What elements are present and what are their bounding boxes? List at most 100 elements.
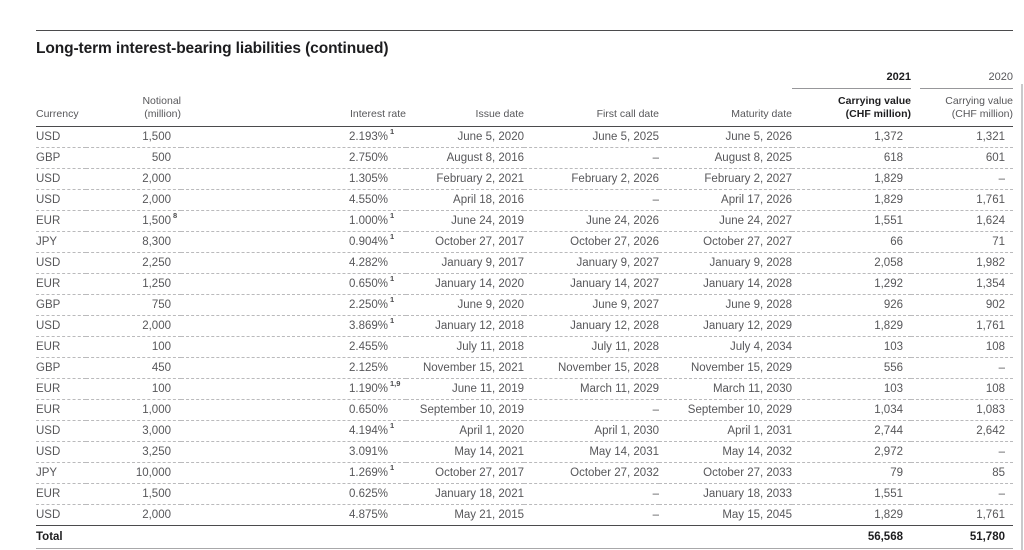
cell-first-call-date: February 2, 2026 [524, 168, 659, 190]
cell-maturity-date: May 14, 2032 [659, 441, 792, 463]
total-label: Total [36, 525, 86, 549]
cell-first-call-date: – [524, 399, 659, 421]
top-rule [36, 30, 1013, 31]
cell-first-call-date: June 5, 2025 [524, 126, 659, 148]
cell-notional: 100 [86, 378, 181, 400]
header-currency: Currency [36, 89, 86, 127]
column-header-row: Currency Notional (million) Interest rat… [36, 89, 1013, 127]
cell-first-call-date: October 27, 2026 [524, 231, 659, 253]
cell-issue-date: April 1, 2020 [406, 420, 524, 442]
cell-interest-rate: 1.305% [181, 168, 406, 190]
cell-carrying-value-2020: 1,083 [911, 399, 1013, 421]
cell-currency: USD [36, 420, 86, 442]
cell-notional: 1,000 [86, 399, 181, 421]
cell-maturity-date: June 5, 2026 [659, 126, 792, 148]
header-notional: Notional (million) [86, 89, 181, 127]
document-page: Long-term interest-bearing liabilities (… [36, 0, 1013, 549]
total-carrying-value-2020: 51,780 [911, 525, 1013, 549]
cell-currency: USD [36, 441, 86, 463]
table-row: USD 3,250 3.091% May 14, 2021 May 14, 2031 Ma… [36, 441, 1013, 463]
cell-interest-rate: 3.091% [181, 441, 406, 463]
footnote-marker: 1 [390, 316, 395, 325]
footnote-marker: 8 [173, 211, 178, 220]
table-row: EUR 1,500 0.625% January 18, 2021– January 1… [36, 483, 1013, 505]
cell-carrying-value-2020: 1,761 [911, 189, 1013, 211]
table-row: EUR 100 1.190% 1,9 June 11, 2019 March 11, 20… [36, 378, 1013, 400]
cell-currency: EUR [36, 210, 86, 232]
cell-interest-rate: 4.282% [181, 252, 406, 274]
total-carrying-value-2021: 56,568 [792, 525, 911, 549]
cell-issue-date: September 10, 2019 [406, 399, 524, 421]
cell-maturity-date: May 15, 2045 [659, 504, 792, 526]
cell-interest-rate: 1.269% 1 [181, 462, 406, 484]
table-row: JPY 10,000 1.269% 1 October 27, 2017 October … [36, 462, 1013, 484]
cell-currency: GBP [36, 294, 86, 316]
cell-issue-date: January 14, 2020 [406, 273, 524, 295]
cell-notional: 1,500 8 [86, 210, 181, 232]
cell-carrying-value-2021: 2,744 [792, 420, 911, 442]
cell-carrying-value-2021: 66 [792, 231, 911, 253]
cell-maturity-date: January 14, 2028 [659, 273, 792, 295]
cell-currency: USD [36, 126, 86, 148]
cell-interest-rate: 2.250% 1 [181, 294, 406, 316]
cell-currency: USD [36, 504, 86, 526]
cell-interest-rate: 2.750% [181, 147, 406, 169]
cell-currency: JPY [36, 231, 86, 253]
cell-issue-date: February 2, 2021 [406, 168, 524, 190]
cell-carrying-value-2020: 902 [911, 294, 1013, 316]
cell-currency: USD [36, 252, 86, 274]
cell-maturity-date: March 11, 2030 [659, 378, 792, 400]
cell-carrying-value-2021: 103 [792, 378, 911, 400]
cell-first-call-date: March 11, 2029 [524, 378, 659, 400]
cell-issue-date: June 24, 2019 [406, 210, 524, 232]
footnote-marker: 1 [390, 127, 395, 136]
cell-carrying-value-2021: 618 [792, 147, 911, 169]
cell-carrying-value-2021: 556 [792, 357, 911, 379]
cell-notional: 1,500 [86, 483, 181, 505]
cell-carrying-value-2020: – [911, 441, 1013, 463]
cell-issue-date: January 18, 2021 [406, 483, 524, 505]
cell-notional: 3,000 [86, 420, 181, 442]
cell-issue-date: October 27, 2017 [406, 231, 524, 253]
cell-interest-rate: 0.650% [181, 399, 406, 421]
cell-carrying-value-2020: 2,642 [911, 420, 1013, 442]
cell-currency: GBP [36, 147, 86, 169]
cell-carrying-value-2021: 1,829 [792, 504, 911, 526]
year-header-spacer [36, 71, 792, 89]
cell-interest-rate: 4.194% 1 [181, 420, 406, 442]
cell-first-call-date: June 9, 2027 [524, 294, 659, 316]
cell-carrying-value-2020: – [911, 168, 1013, 190]
cell-first-call-date: – [524, 504, 659, 526]
footnote-marker: 1 [390, 274, 395, 283]
cell-first-call-date: January 9, 2027 [524, 252, 659, 274]
table-body: USD 1,500 2.193% 1 June 5, 2020 June 5, 2025 J… [36, 126, 1013, 526]
cell-first-call-date: – [524, 189, 659, 211]
cell-notional: 8,300 [86, 231, 181, 253]
cell-maturity-date: August 8, 2025 [659, 147, 792, 169]
cell-issue-date: May 21, 2015 [406, 504, 524, 526]
header-carrying-value-2021: Carrying value (CHF million) [792, 89, 911, 127]
table-row: GBP 500 2.750% August 8, 2016– August 8, 202… [36, 147, 1013, 169]
cell-notional: 1,250 [86, 273, 181, 295]
cell-carrying-value-2020: 1,624 [911, 210, 1013, 232]
header-maturity-date: Maturity date [659, 89, 792, 127]
cell-carrying-value-2020: – [911, 483, 1013, 505]
footnote-marker: 1 [390, 295, 395, 304]
cell-maturity-date: January 9, 2028 [659, 252, 792, 274]
year-header-row: 2021 2020 [36, 71, 1013, 89]
cell-interest-rate: 2.193% 1 [181, 126, 406, 148]
cell-currency: GBP [36, 357, 86, 379]
footnote-marker: 1 [390, 421, 395, 430]
cell-carrying-value-2020: 108 [911, 378, 1013, 400]
header-issue-date: Issue date [406, 89, 524, 127]
header-carrying-value-2020: Carrying value (CHF million) [911, 89, 1013, 127]
cell-issue-date: August 8, 2016 [406, 147, 524, 169]
cell-maturity-date: October 27, 2033 [659, 462, 792, 484]
cell-maturity-date: September 10, 2029 [659, 399, 792, 421]
table-row: GBP 450 2.125% November 15, 2021 November 15… [36, 357, 1013, 379]
table-row: USD 2,000 4.550% April 18, 2016– April 17, 2… [36, 189, 1013, 211]
cell-carrying-value-2020: 71 [911, 231, 1013, 253]
cell-first-call-date: October 27, 2032 [524, 462, 659, 484]
cell-currency: EUR [36, 336, 86, 358]
cell-issue-date: June 11, 2019 [406, 378, 524, 400]
